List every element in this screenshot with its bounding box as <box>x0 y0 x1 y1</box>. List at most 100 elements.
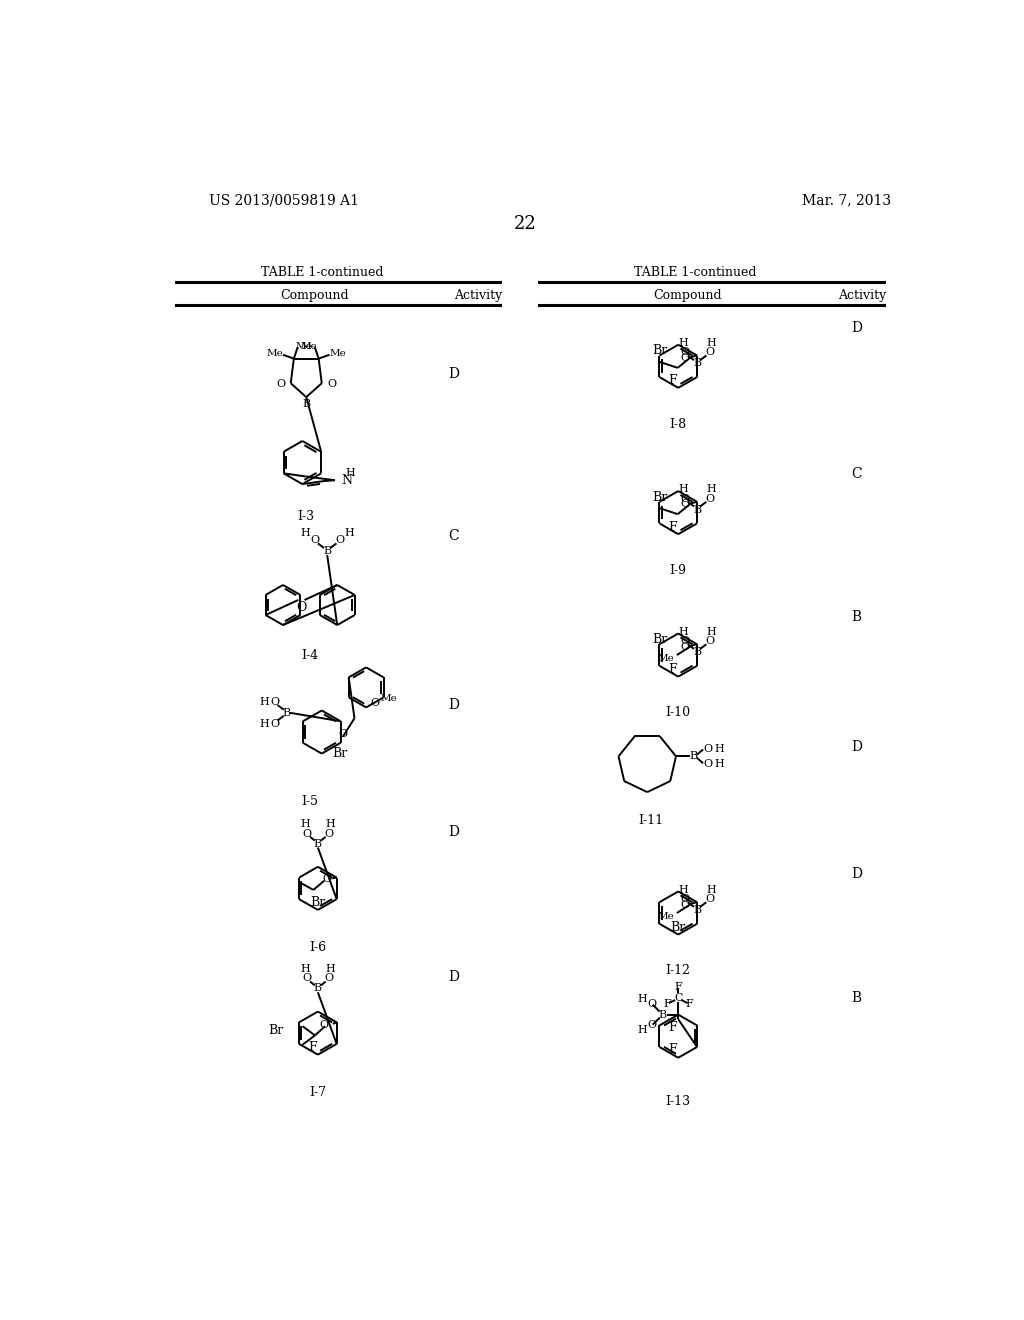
Text: US 2013/0059819 A1: US 2013/0059819 A1 <box>209 194 359 207</box>
Text: Br: Br <box>652 634 668 647</box>
Text: O: O <box>296 601 306 614</box>
Text: Br: Br <box>333 747 348 760</box>
Text: F: F <box>675 982 682 991</box>
Text: O: O <box>680 494 689 504</box>
Text: F: F <box>669 375 678 388</box>
Text: O: O <box>370 698 379 708</box>
Text: O: O <box>705 494 714 504</box>
Text: B: B <box>313 983 322 994</box>
Text: Compound: Compound <box>281 289 349 302</box>
Text: H: H <box>345 467 355 478</box>
Text: H: H <box>715 743 724 754</box>
Text: D: D <box>851 741 862 755</box>
Text: B: B <box>851 991 861 1005</box>
Text: B: B <box>313 838 322 849</box>
Text: B: B <box>658 1010 667 1019</box>
Text: C: C <box>674 993 683 1003</box>
Text: D: D <box>449 698 459 711</box>
Text: Br: Br <box>652 491 668 504</box>
Text: O: O <box>647 999 656 1008</box>
Text: H: H <box>707 484 716 495</box>
Text: F: F <box>669 1022 678 1035</box>
Text: Br: Br <box>268 1023 284 1036</box>
Text: O: O <box>705 894 714 904</box>
Text: O: O <box>325 829 333 838</box>
Text: H: H <box>715 759 724 770</box>
Text: D: D <box>449 367 459 381</box>
Text: D: D <box>449 970 459 983</box>
Text: O: O <box>680 499 689 510</box>
Text: C: C <box>851 467 862 480</box>
Text: F: F <box>685 999 693 1008</box>
Text: I-11: I-11 <box>639 814 664 828</box>
Text: H: H <box>301 528 310 537</box>
Text: Me: Me <box>657 912 674 920</box>
Text: H: H <box>638 994 647 1005</box>
Text: O: O <box>680 352 689 363</box>
Text: O: O <box>680 899 689 909</box>
Text: F: F <box>669 663 678 676</box>
Text: Br: Br <box>310 896 326 909</box>
Text: Me: Me <box>330 348 346 358</box>
Text: D: D <box>851 321 862 335</box>
Text: I-4: I-4 <box>301 648 318 661</box>
Text: H: H <box>259 718 269 729</box>
Text: H: H <box>259 697 269 708</box>
Text: Br: Br <box>671 921 685 935</box>
Text: B: B <box>693 906 701 915</box>
Text: O: O <box>680 642 689 652</box>
Text: O: O <box>703 743 713 754</box>
Text: O: O <box>270 697 279 708</box>
Text: B: B <box>302 399 310 409</box>
Text: Br: Br <box>652 345 668 358</box>
Text: O: O <box>647 1020 656 1031</box>
Text: I-9: I-9 <box>670 564 687 577</box>
Text: O: O <box>325 973 333 983</box>
Text: H: H <box>707 338 716 348</box>
Text: D: D <box>851 867 862 882</box>
Text: Activity: Activity <box>455 289 503 302</box>
Text: O: O <box>319 1019 329 1030</box>
Text: Me: Me <box>266 348 283 358</box>
Text: H: H <box>326 820 335 829</box>
Text: O: O <box>270 718 279 729</box>
Text: O: O <box>328 379 336 389</box>
Text: Me: Me <box>657 653 674 663</box>
Text: I-12: I-12 <box>666 964 691 977</box>
Text: B: B <box>689 751 697 762</box>
Text: I-5: I-5 <box>302 795 318 808</box>
Text: H: H <box>301 820 310 829</box>
Text: B: B <box>693 504 701 515</box>
Text: O: O <box>680 347 689 358</box>
Text: F: F <box>308 1041 317 1055</box>
Text: 22: 22 <box>513 215 537 232</box>
Text: N: N <box>341 474 352 487</box>
Text: I-7: I-7 <box>309 1086 327 1100</box>
Text: Compound: Compound <box>653 289 722 302</box>
Text: H: H <box>707 884 716 895</box>
Text: I-13: I-13 <box>666 1096 691 1109</box>
Text: C: C <box>449 529 459 543</box>
Text: B: B <box>283 708 291 718</box>
Text: O: O <box>338 729 347 739</box>
Text: Activity: Activity <box>838 289 886 302</box>
Text: F: F <box>664 999 672 1008</box>
Text: O: O <box>705 636 714 647</box>
Text: H: H <box>638 1026 647 1035</box>
Text: O: O <box>302 829 311 838</box>
Text: H: H <box>707 627 716 638</box>
Text: I-6: I-6 <box>309 941 327 954</box>
Text: I-3: I-3 <box>298 510 314 523</box>
Text: O: O <box>703 759 713 770</box>
Text: I-10: I-10 <box>666 706 691 719</box>
Text: H: H <box>678 627 688 638</box>
Text: H: H <box>678 484 688 495</box>
Text: H: H <box>326 964 335 974</box>
Text: I-8: I-8 <box>670 417 687 430</box>
Text: F: F <box>669 520 678 533</box>
Text: O: O <box>276 379 286 389</box>
Text: D: D <box>449 825 459 840</box>
Text: O: O <box>705 347 714 358</box>
Text: O: O <box>302 973 311 983</box>
Text: O: O <box>680 894 689 904</box>
